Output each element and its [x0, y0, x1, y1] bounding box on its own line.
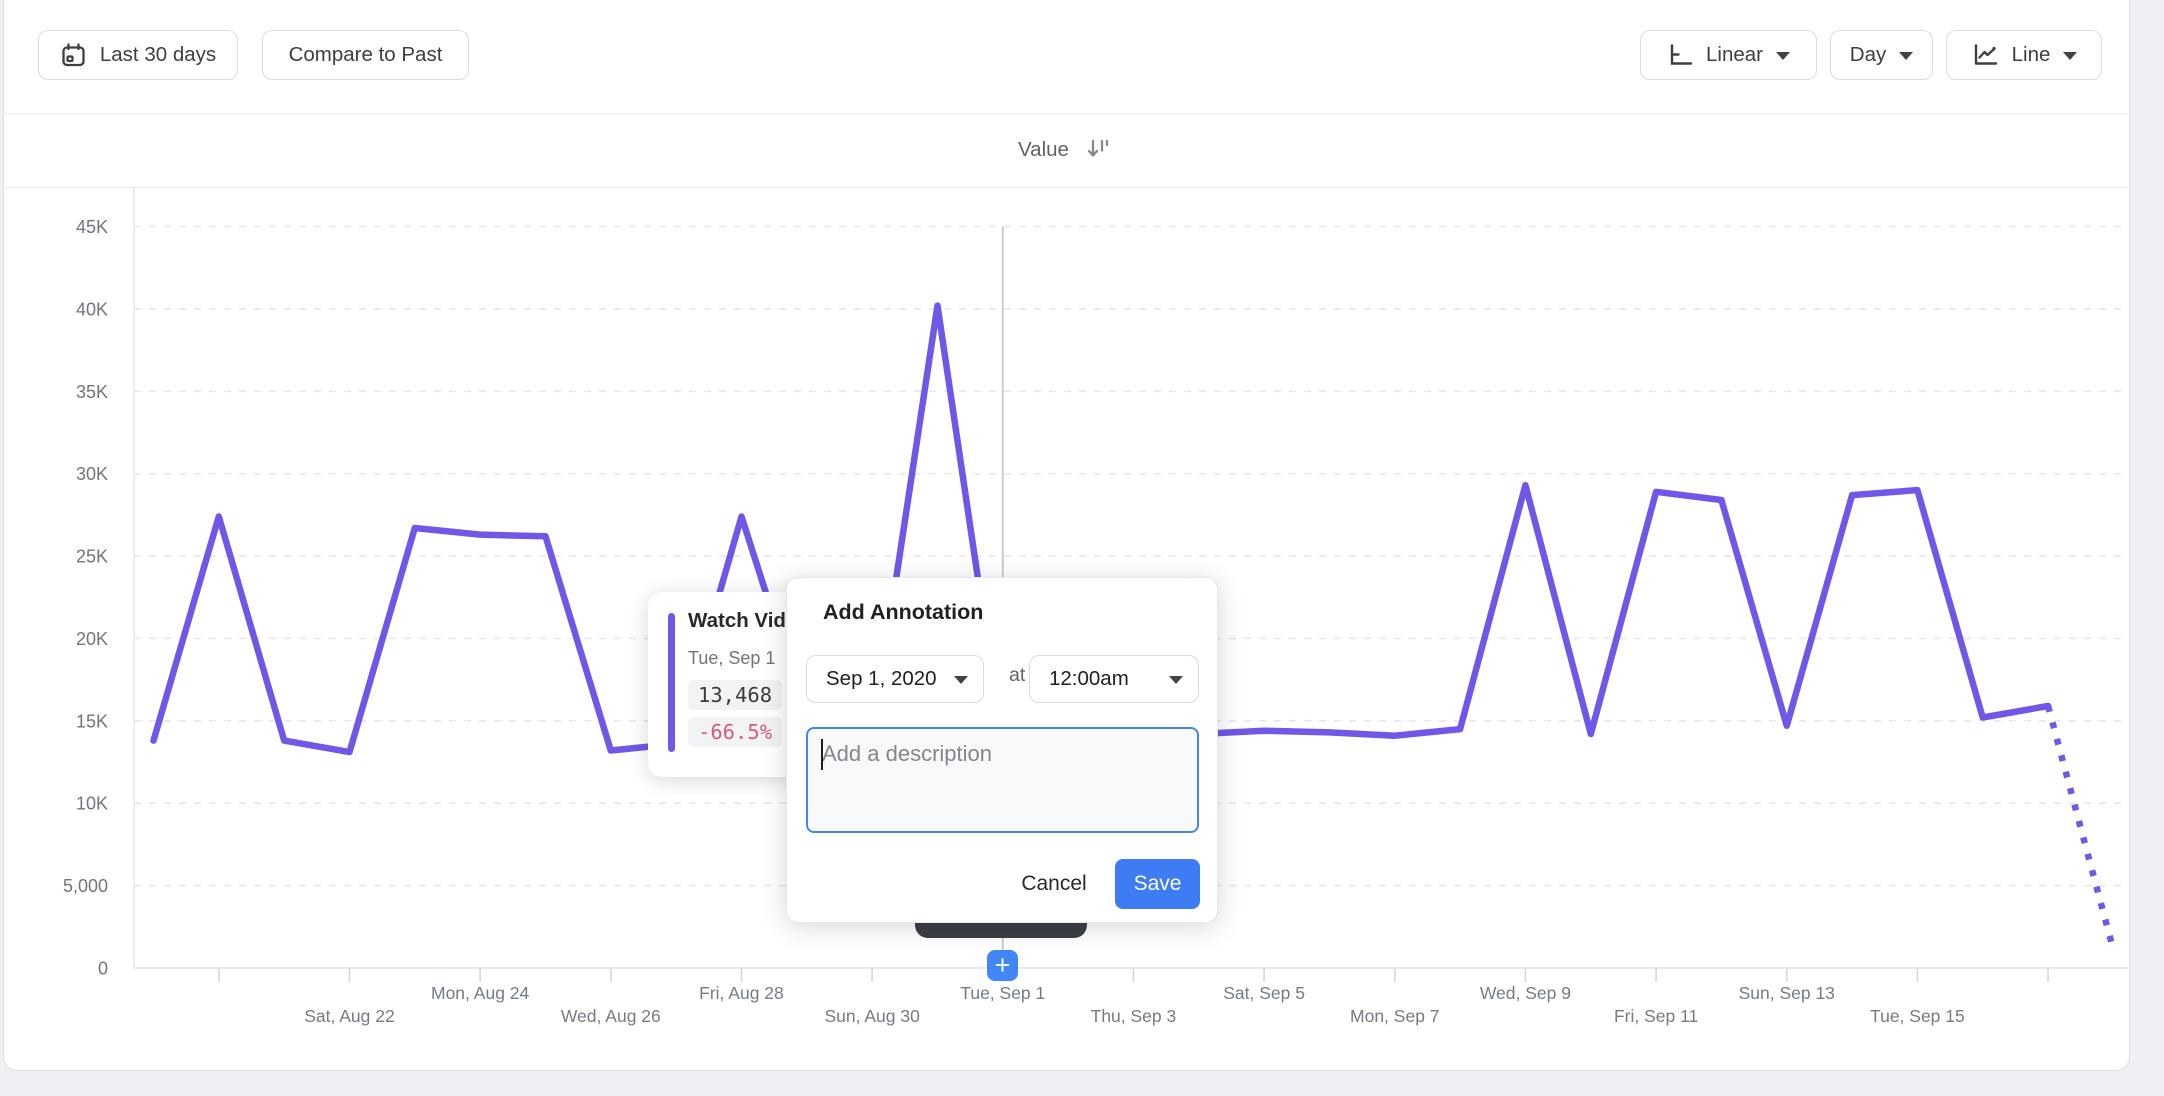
annotation-date-value: Sep 1, 2020 [826, 667, 937, 690]
calendar-icon [60, 42, 87, 69]
x-axis-tick-label: Tue, Sep 1 [960, 983, 1045, 1003]
annotation-date-select[interactable]: Sep 1, 2020 [806, 655, 984, 703]
annotation-time-value: 12:00am [1049, 667, 1129, 690]
x-axis-tick-label: Fri, Aug 28 [699, 983, 784, 1003]
x-axis-tick-label: Thu, Sep 3 [1091, 1006, 1177, 1026]
x-axis-tick-label: Sat, Sep 5 [1223, 983, 1305, 1003]
chart-type-dropdown[interactable]: Line [1946, 30, 2102, 80]
header-divider [3, 187, 2128, 188]
line-chart-icon [1971, 42, 1999, 68]
y-axis-tick-label: 45K [76, 217, 108, 237]
y-axis-tick-label: 0 [98, 959, 108, 979]
value-column-label: Value [1018, 138, 1069, 161]
y-axis-tick-label: 10K [76, 794, 108, 814]
chevron-down-icon [2063, 52, 2078, 60]
x-axis-tick-label: Sun, Aug 30 [824, 1006, 920, 1026]
description-field-wrap [806, 727, 1199, 833]
tooltip-change-chip: -66.5% [688, 717, 783, 747]
at-label: at [1009, 664, 1026, 686]
x-axis-tick-label: Mon, Aug 24 [431, 983, 530, 1003]
modal-title: Add Annotation [823, 600, 984, 624]
text-cursor [821, 739, 823, 770]
x-axis-tick-label: Wed, Aug 26 [561, 1006, 661, 1026]
axis-icon [1667, 42, 1693, 68]
sort-descending-icon[interactable] [1085, 137, 1113, 163]
cancel-button[interactable]: Cancel [1003, 859, 1105, 909]
x-axis-tick-label: Mon, Sep 7 [1350, 1006, 1440, 1026]
x-axis-tick-label: Tue, Sep 15 [1870, 1006, 1965, 1026]
date-range-label: Last 30 days [99, 43, 217, 66]
plus-icon: + [994, 950, 1011, 980]
x-axis-tick-label: Wed, Sep 9 [1480, 983, 1571, 1003]
toolbar-divider [3, 113, 2128, 114]
chart-type-label: Line [2011, 43, 2051, 66]
y-axis-tick-label: 30K [76, 464, 108, 484]
y-axis-tick-label: 40K [76, 299, 108, 319]
chevron-down-icon [1899, 52, 1914, 60]
chevron-down-icon [954, 676, 968, 684]
scale-label: Linear [1706, 43, 1763, 66]
x-axis-tick-label: Sun, Sep 13 [1739, 983, 1835, 1003]
compare-to-past-label: Compare to Past [288, 43, 443, 66]
x-axis-tick-label: Sat, Aug 22 [304, 1006, 395, 1026]
tooltip-value-chip: 13,468 [688, 680, 783, 710]
x-axis-tick-label: Fri, Sep 11 [1614, 1006, 1698, 1026]
y-axis-tick-label: 35K [76, 382, 108, 402]
description-input[interactable] [806, 727, 1199, 833]
date-range-button[interactable]: Last 30 days [38, 30, 238, 80]
add-annotation-plus-button[interactable]: + [987, 950, 1018, 981]
granularity-label: Day [1849, 43, 1887, 66]
value-header-row: Value [3, 114, 2128, 186]
tooltip-accent-bar [668, 613, 675, 752]
y-axis-tick-label: 20K [76, 629, 108, 649]
tooltip-series-name: Watch Vid [688, 609, 786, 632]
y-axis-tick-label: 15K [76, 711, 108, 731]
granularity-dropdown[interactable]: Day [1830, 30, 1933, 80]
annotation-time-select[interactable]: 12:00am [1029, 655, 1199, 703]
series-line-projected [2044, 705, 2117, 951]
chevron-down-icon [1169, 676, 1183, 684]
save-button[interactable]: Save [1115, 859, 1200, 909]
compare-to-past-button[interactable]: Compare to Past [262, 30, 469, 80]
y-axis-tick-label: 5,000 [63, 876, 108, 896]
tooltip-date: Tue, Sep 1 [688, 648, 776, 668]
add-annotation-modal: Add Annotation Sep 1, 2020 at 12:00am Ca… [786, 577, 1218, 923]
scale-dropdown[interactable]: Linear [1640, 30, 1817, 80]
y-axis-tick-label: 25K [76, 547, 108, 567]
chevron-down-icon [1776, 52, 1790, 60]
